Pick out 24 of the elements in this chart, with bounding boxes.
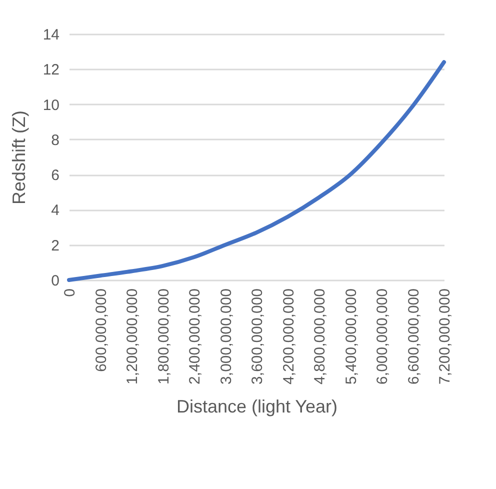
x-tick-label: 7,200,000,000 [436, 288, 454, 384]
y-tick-label: 6 [51, 167, 60, 184]
y-tick-label: 12 [42, 62, 60, 79]
x-tick-label: 6,000,000,000 [374, 288, 391, 384]
y-tick-label: 4 [51, 202, 60, 220]
x-axis-title: Distance (light Year) [176, 396, 338, 416]
y-tick-label: 14 [42, 26, 60, 44]
x-tick-label: 1,800,000,000 [155, 288, 172, 384]
x-tick-label: 600,000,000 [92, 288, 110, 372]
x-tick-label: 3,000,000,000 [218, 288, 235, 384]
y-axis-title: Redshift (Z) [8, 110, 29, 205]
x-tick-label: 1,200,000,000 [124, 288, 141, 384]
y-tick-label: 8 [51, 132, 60, 149]
x-tick-label: 0 [62, 288, 78, 297]
x-tick-label: 5,400,000,000 [342, 288, 360, 384]
x-tick-label: 4,200,000,000 [280, 288, 298, 384]
line-series [67, 60, 446, 282]
x-tick-label: 2,400,000,000 [186, 288, 204, 384]
x-tick-label: 4,800,000,000 [312, 288, 328, 384]
x-tick-label: 6,600,000,000 [405, 288, 422, 384]
y-tick-label: 2 [51, 237, 60, 254]
y-tick-label: 0 [51, 272, 60, 290]
x-tick-label: 3,600,000,000 [249, 288, 266, 384]
y-tick-label: 10 [42, 96, 60, 114]
